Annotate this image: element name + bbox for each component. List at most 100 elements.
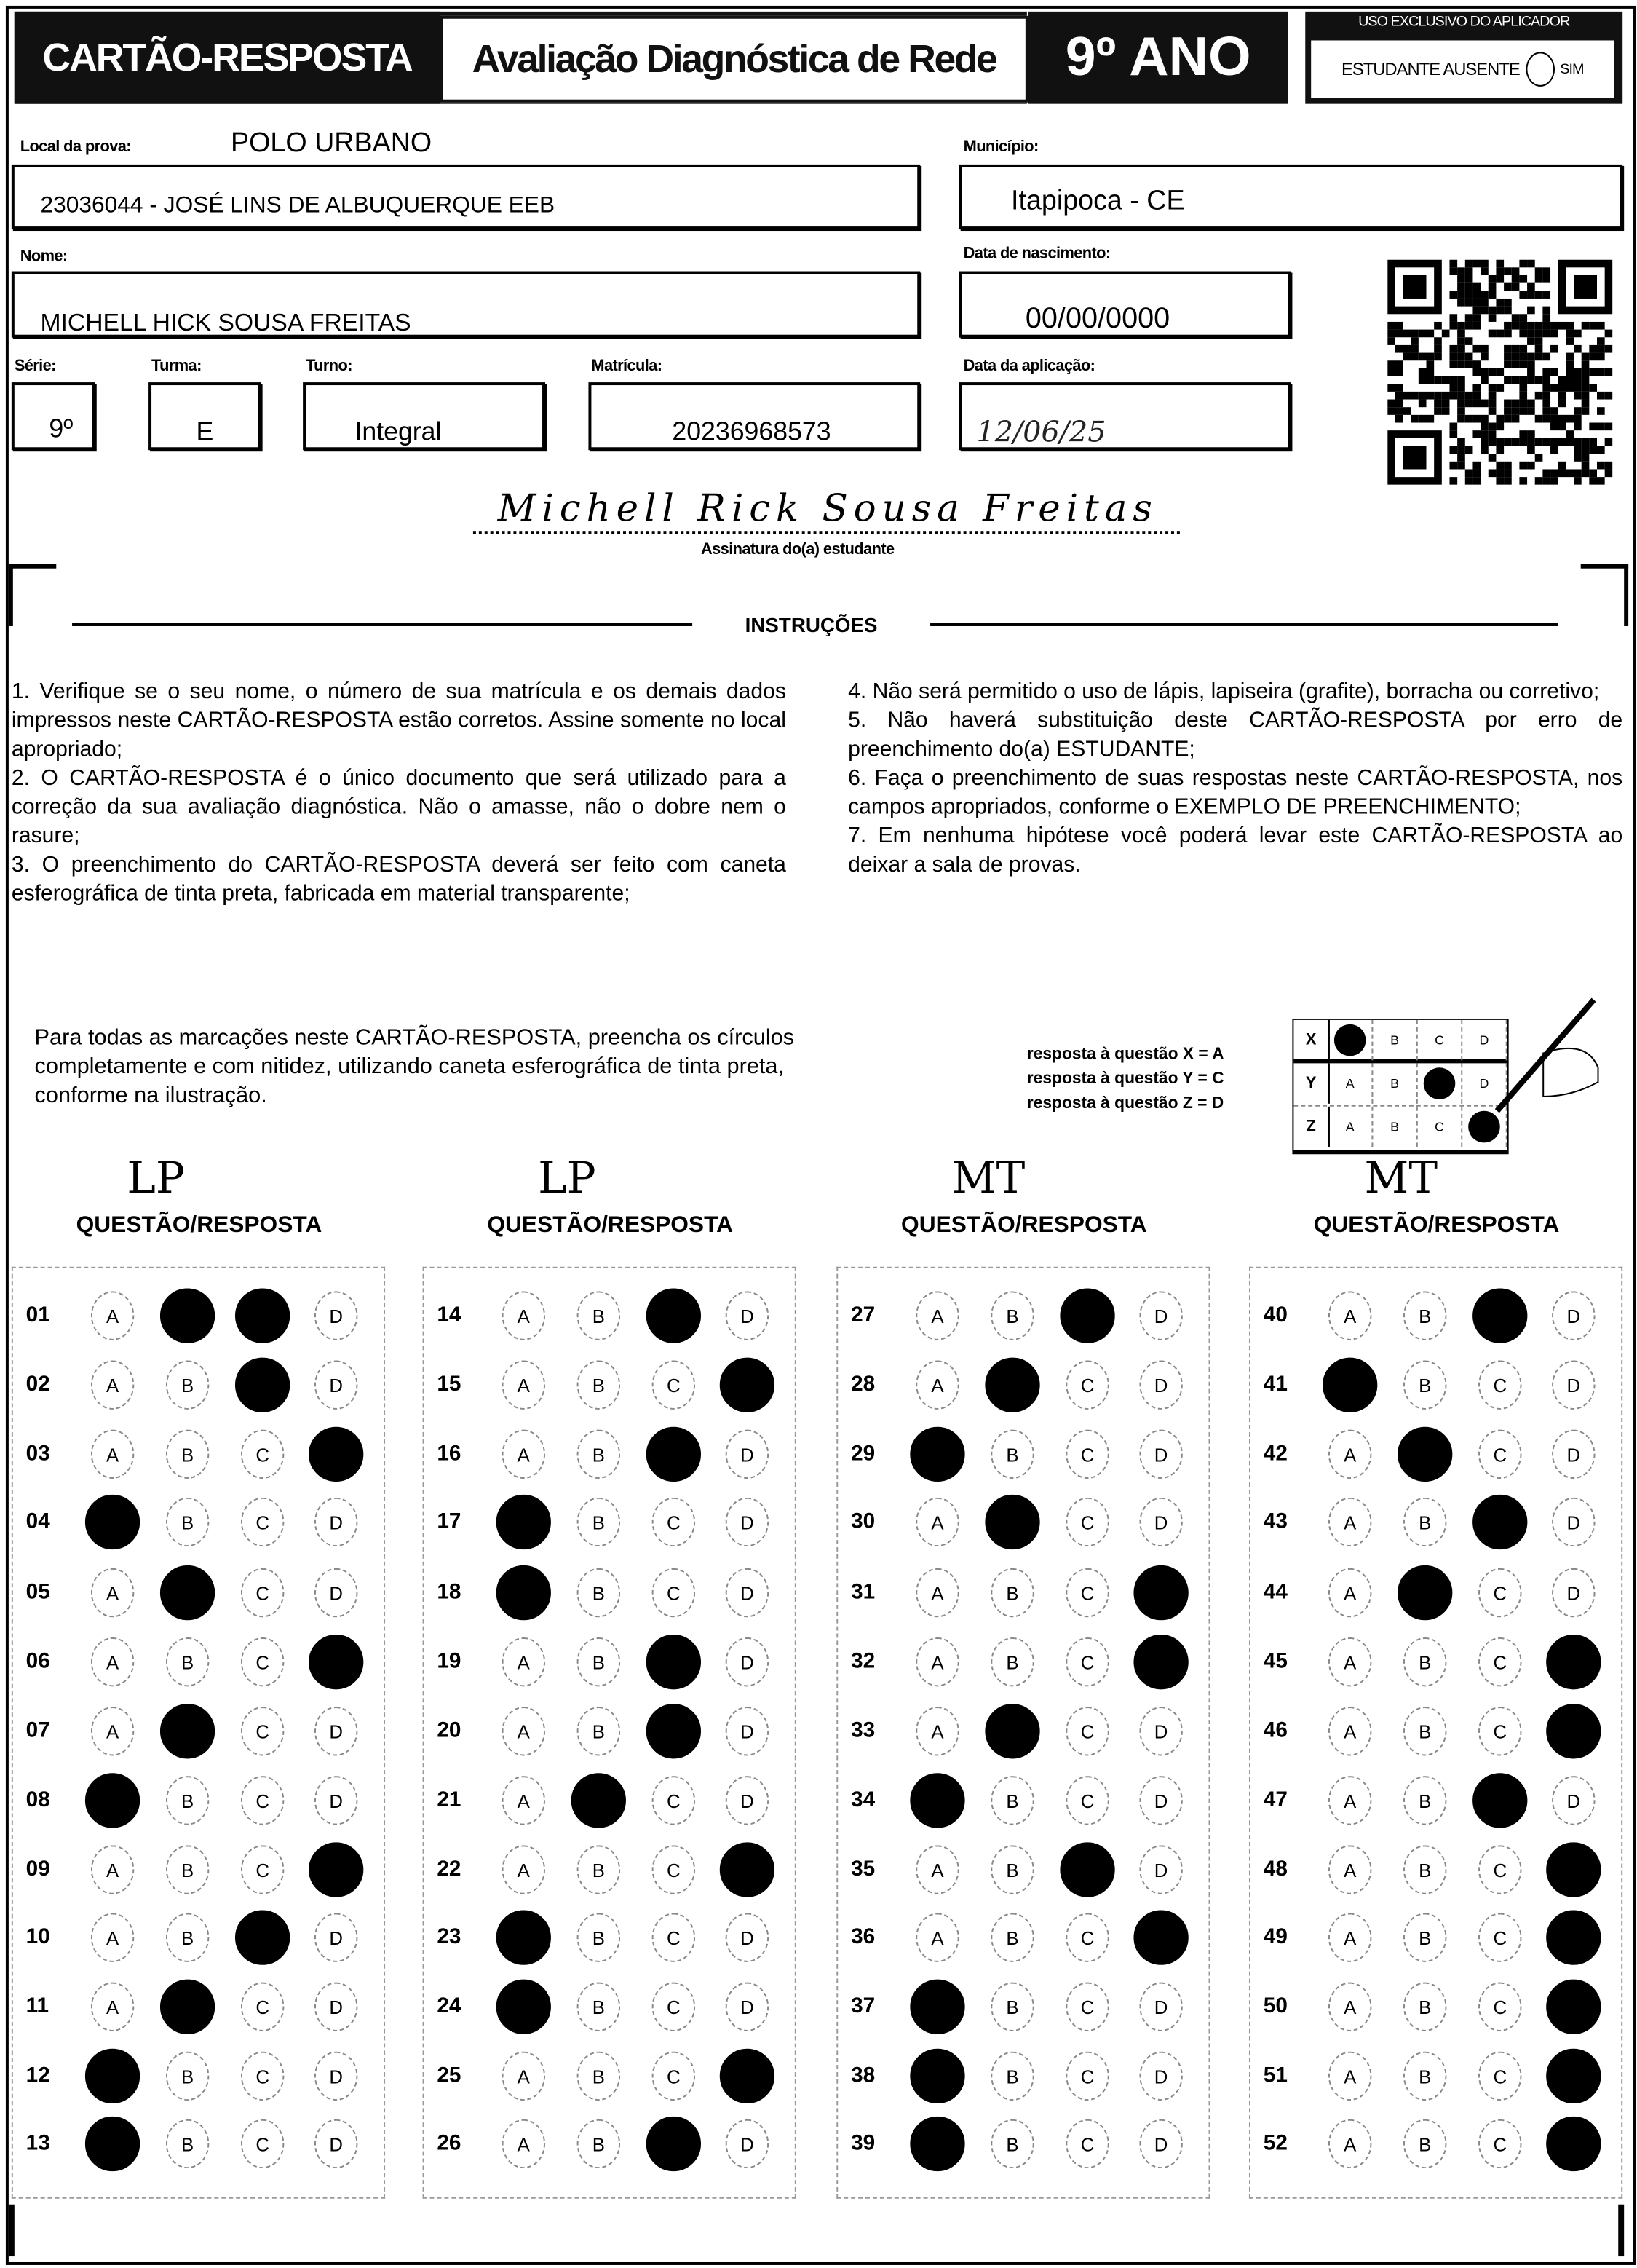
answer-bubble[interactable]: C <box>240 1707 285 1756</box>
answer-bubble[interactable]: B <box>165 1637 210 1687</box>
answer-bubble[interactable]: A <box>916 1913 959 1962</box>
answer-bubble-filled[interactable] <box>1060 1842 1115 1897</box>
answer-bubble[interactable]: A <box>916 1845 959 1894</box>
answer-bubble[interactable]: B <box>576 1360 621 1410</box>
answer-bubble[interactable]: B <box>1403 1707 1447 1756</box>
answer-bubble[interactable]: C <box>1066 1429 1109 1479</box>
answer-bubble[interactable]: D <box>1552 1776 1596 1825</box>
answer-bubble[interactable]: B <box>165 1913 210 1962</box>
answer-bubble-filled[interactable] <box>1472 1494 1528 1550</box>
answer-bubble[interactable]: C <box>651 1568 696 1618</box>
answer-bubble[interactable]: A <box>916 1360 959 1410</box>
answer-bubble[interactable]: D <box>1139 2119 1183 2169</box>
answer-bubble[interactable]: D <box>314 1707 358 1756</box>
answer-bubble[interactable]: D <box>1552 1360 1596 1410</box>
answer-bubble[interactable]: D <box>725 1707 769 1756</box>
answer-bubble-filled[interactable] <box>1546 1635 1601 1690</box>
answer-bubble[interactable]: A <box>502 1637 546 1687</box>
answer-bubble[interactable]: C <box>240 1982 285 2031</box>
answer-bubble[interactable]: C <box>240 1776 285 1825</box>
answer-bubble[interactable]: B <box>576 2119 621 2169</box>
answer-bubble-filled[interactable] <box>1546 1842 1601 1897</box>
answer-bubble-filled[interactable] <box>1133 1635 1189 1690</box>
answer-bubble-filled[interactable] <box>159 1704 215 1759</box>
answer-bubble[interactable]: B <box>165 2119 210 2169</box>
answer-bubble[interactable]: B <box>1403 1776 1447 1825</box>
answer-bubble[interactable]: C <box>651 1360 696 1410</box>
answer-bubble[interactable]: A <box>1328 1845 1372 1894</box>
answer-bubble[interactable]: B <box>1403 1913 1447 1962</box>
answer-bubble[interactable]: B <box>991 1913 1034 1962</box>
answer-bubble-filled[interactable] <box>1546 2116 1601 2172</box>
answer-bubble[interactable]: A <box>502 2119 546 2169</box>
answer-bubble-filled[interactable] <box>496 1565 551 1621</box>
answer-bubble[interactable]: D <box>725 1568 769 1618</box>
answer-bubble[interactable]: C <box>651 1497 696 1547</box>
answer-bubble[interactable]: B <box>1403 2051 1447 2101</box>
answer-bubble[interactable]: C <box>1066 1776 1109 1825</box>
answer-bubble[interactable]: D <box>725 1637 769 1687</box>
answer-bubble[interactable]: C <box>240 1845 285 1894</box>
answer-bubble[interactable]: D <box>1139 1707 1183 1756</box>
answer-bubble[interactable]: A <box>1328 1637 1372 1687</box>
answer-bubble-filled[interactable] <box>234 1910 290 1965</box>
answer-bubble[interactable]: B <box>165 2051 210 2101</box>
answer-bubble[interactable]: C <box>651 1913 696 1962</box>
answer-bubble[interactable]: D <box>314 1360 358 1410</box>
answer-bubble[interactable]: B <box>165 1497 210 1547</box>
answer-bubble[interactable]: C <box>1066 2119 1109 2169</box>
answer-bubble[interactable]: A <box>90 1845 135 1894</box>
answer-bubble[interactable]: C <box>1478 1845 1522 1894</box>
answer-bubble[interactable]: D <box>1552 1568 1596 1618</box>
answer-bubble[interactable]: D <box>1552 1291 1596 1340</box>
answer-bubble[interactable]: C <box>1478 1707 1522 1756</box>
answer-bubble[interactable]: C <box>1066 1637 1109 1687</box>
answer-bubble[interactable]: A <box>1328 2119 1372 2169</box>
answer-bubble[interactable]: B <box>576 1291 621 1340</box>
answer-bubble[interactable]: C <box>1478 1913 1522 1962</box>
answer-bubble[interactable]: B <box>576 1429 621 1479</box>
answer-bubble[interactable]: C <box>1066 1913 1109 1962</box>
answer-bubble[interactable]: B <box>1403 1637 1447 1687</box>
answer-bubble[interactable]: A <box>1328 1497 1372 1547</box>
answer-bubble[interactable]: A <box>1328 1291 1372 1340</box>
answer-bubble-filled[interactable] <box>1398 1426 1453 1482</box>
answer-bubble-filled[interactable] <box>1133 1565 1189 1621</box>
answer-bubble[interactable]: A <box>502 1291 546 1340</box>
answer-bubble[interactable]: A <box>916 1637 959 1687</box>
answer-bubble[interactable]: A <box>1328 1982 1372 2031</box>
answer-bubble[interactable]: A <box>90 1982 135 2031</box>
answer-bubble-filled[interactable] <box>719 1357 775 1412</box>
answer-bubble-filled[interactable] <box>646 1704 702 1759</box>
answer-bubble[interactable]: D <box>1139 1360 1183 1410</box>
answer-bubble-filled[interactable] <box>159 1979 215 2034</box>
answer-bubble[interactable]: D <box>725 1429 769 1479</box>
answer-bubble[interactable]: C <box>1478 1568 1522 1618</box>
answer-bubble[interactable]: D <box>1139 1429 1183 1479</box>
answer-bubble[interactable]: A <box>90 1360 135 1410</box>
answer-bubble-filled[interactable] <box>571 1773 626 1828</box>
answer-bubble-filled[interactable] <box>1472 1288 1528 1343</box>
answer-bubble-filled[interactable] <box>910 1979 965 2034</box>
answer-bubble[interactable]: B <box>576 2051 621 2101</box>
answer-bubble[interactable]: C <box>1066 1707 1109 1756</box>
answer-bubble[interactable]: A <box>90 1707 135 1756</box>
answer-bubble[interactable]: D <box>314 1568 358 1618</box>
answer-bubble[interactable]: C <box>1478 2051 1522 2101</box>
answer-bubble[interactable]: C <box>240 1497 285 1547</box>
answer-bubble[interactable]: C <box>1478 1637 1522 1687</box>
answer-bubble[interactable]: D <box>725 2119 769 2169</box>
answer-bubble-filled[interactable] <box>309 1426 364 1482</box>
answer-bubble-filled[interactable] <box>84 2116 140 2172</box>
answer-bubble[interactable]: A <box>1328 1429 1372 1479</box>
answer-bubble[interactable]: A <box>1328 2051 1372 2101</box>
answer-bubble[interactable]: D <box>314 1913 358 1962</box>
answer-bubble[interactable]: B <box>1403 1982 1447 2031</box>
answer-bubble[interactable]: B <box>1403 1360 1447 1410</box>
answer-bubble-filled[interactable] <box>84 1494 140 1550</box>
answer-bubble[interactable]: A <box>90 1913 135 1962</box>
answer-bubble[interactable]: A <box>90 1429 135 1479</box>
answer-bubble[interactable]: C <box>651 1776 696 1825</box>
answer-bubble[interactable]: B <box>165 1845 210 1894</box>
answer-bubble[interactable]: A <box>502 2051 546 2101</box>
